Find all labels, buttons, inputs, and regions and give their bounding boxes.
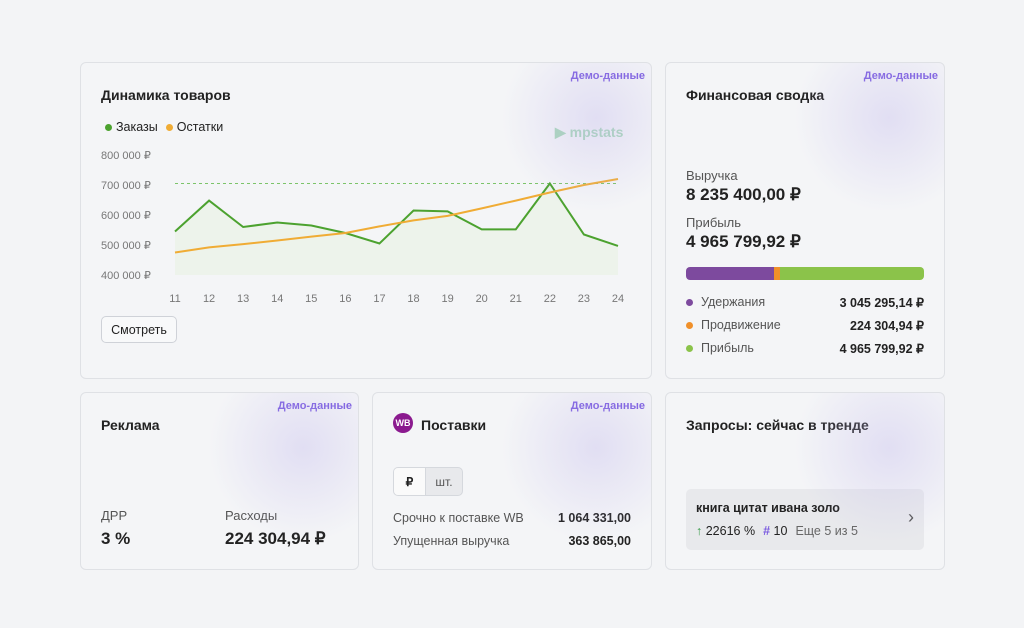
series-line-stock: [174, 178, 619, 254]
demo-badge: Демо-данные: [863, 70, 938, 82]
trend-query-item[interactable]: книга цитат ивана золо ↑ 22616 % # 10 Ещ…: [686, 489, 924, 550]
legend-label: Заказы: [116, 120, 158, 134]
demo-badge: Демо-данные: [570, 400, 645, 412]
query-text: книга цитат ивана золо: [696, 501, 840, 515]
x-tick-label: 18: [407, 293, 419, 305]
x-tick-label: 21: [510, 293, 522, 305]
card-title: Реклама: [101, 417, 160, 433]
drr-label: ДРР: [101, 508, 128, 523]
x-tick-label: 11: [169, 293, 180, 305]
finance-bar: [686, 267, 924, 280]
rank-value: 10: [773, 524, 788, 538]
profit-label: Прибыль: [686, 215, 741, 230]
growth: ↑ 22616 %: [696, 524, 755, 538]
supply-row: Срочно к поставке WB 1 064 331,00: [393, 511, 631, 525]
finance-item: Удержания 3 045 295,14 ₽: [686, 295, 924, 310]
item-label: Прибыль: [701, 341, 754, 355]
row-label: Срочно к поставке WB: [393, 511, 524, 525]
logo-text: mpstats: [569, 124, 624, 140]
x-tick-label: 16: [339, 293, 351, 305]
unit-toggle: ₽ шт.: [393, 467, 463, 496]
rank: # 10: [763, 524, 787, 538]
row-value: 1 064 331,00: [558, 511, 631, 525]
item-label: Удержания: [701, 295, 766, 309]
chart-legend: Заказы Остатки: [105, 120, 223, 134]
finance-item: Продвижение 224 304,94 ₽: [686, 318, 924, 333]
mpstats-logo: ▶ mpstats: [555, 124, 623, 141]
demo-badge: Демо-данные: [277, 400, 352, 412]
x-tick-label: 13: [237, 293, 249, 305]
y-tick-label: 500 000 ₽: [101, 240, 151, 252]
finance-bar-segment: [774, 267, 781, 280]
finance-item-label: Удержания: [686, 295, 765, 310]
bullet-icon: [686, 299, 693, 306]
more-link[interactable]: Еще 5 из 5: [795, 524, 858, 538]
y-tick-label: 400 000 ₽: [101, 270, 151, 282]
x-tick-label: 17: [373, 293, 385, 305]
chevron-right-icon[interactable]: ›: [908, 507, 914, 527]
spend-label: Расходы: [225, 508, 278, 523]
finance-bar-segment: [780, 267, 924, 280]
spend-value: 224 304,94 ₽: [225, 529, 326, 548]
x-tick-label: 23: [578, 293, 590, 305]
x-tick-label: 15: [305, 293, 317, 305]
finance-item-value: 224 304,94 ₽: [850, 319, 924, 333]
y-tick-label: 700 000 ₽: [101, 180, 151, 192]
revenue-label: Выручка: [686, 168, 738, 183]
legend-label: Остатки: [176, 120, 224, 134]
item-label: Продвижение: [701, 318, 781, 332]
finance-item-label: Продвижение: [686, 318, 781, 333]
orders-area: [175, 183, 618, 275]
x-tick-label: 12: [203, 293, 215, 305]
finance-item-value: 4 965 799,92 ₽: [839, 342, 924, 356]
demo-badge: Демо-данные: [570, 70, 645, 82]
drr-value: 3 %: [101, 529, 131, 548]
growth-value: 22616 %: [705, 524, 756, 538]
arrow-up-icon: ↑: [696, 524, 703, 538]
finance-item-label: Прибыль: [686, 341, 754, 356]
toggle-pcs[interactable]: шт.: [435, 474, 453, 489]
goods-chart: 800 000 ₽ 700 000 ₽ 600 000 ₽ 500 000 ₽ 400 …: [101, 150, 624, 305]
card-title: Поставки: [421, 417, 487, 433]
row-value: 363 865,00: [568, 534, 631, 548]
view-button[interactable]: Смотреть: [101, 316, 177, 343]
supply-row: Упущенная выручка 363 865,00: [393, 534, 631, 548]
legend-orders: Заказы: [105, 120, 158, 134]
supplies-card: Демо-данные WB Поставки ₽ шт. Срочно к п…: [372, 392, 652, 570]
y-tick-label: 800 000 ₽: [101, 150, 151, 162]
bullet-icon: [686, 322, 693, 329]
card-title: Финансовая сводка: [686, 87, 825, 103]
x-tick-label: 22: [544, 293, 556, 305]
card-title: Динамика товаров: [101, 87, 231, 103]
card-title: Запросы: сейчас в тренде: [686, 417, 869, 433]
x-tick-label: 20: [476, 293, 488, 305]
x-tick-label: 24: [612, 293, 624, 305]
goods-dynamics-card: Демо-данные Динамика товаров Заказы Оста…: [80, 62, 652, 379]
ads-card: Демо-данные Реклама ДРР 3 % Расходы 224 …: [80, 392, 359, 570]
toggle-rub[interactable]: ₽: [394, 468, 426, 495]
series-line-orders: [174, 181, 619, 247]
legend-stock: Остатки: [165, 120, 224, 134]
x-tick-label: 19: [441, 293, 453, 305]
trends-card: Запросы: сейчас в тренде книга цитат ива…: [665, 392, 945, 570]
finance-item: Прибыль 4 965 799,92 ₽: [686, 341, 924, 356]
x-tick-label: 14: [271, 293, 283, 305]
finance-item-value: 3 045 295,14 ₽: [839, 296, 924, 310]
row-label: Упущенная выручка: [393, 534, 510, 548]
profit-value: 4 965 799,92 ₽: [686, 232, 801, 251]
revenue-value: 8 235 400,00 ₽: [686, 185, 801, 204]
bullet-icon: [686, 345, 693, 352]
wb-badge: WB: [393, 413, 413, 433]
hash-icon: #: [763, 524, 771, 538]
play-icon: ▶: [555, 124, 566, 140]
finance-card: Демо-данные Финансовая сводка Выручка 8 …: [665, 62, 945, 379]
y-tick-label: 600 000 ₽: [101, 210, 151, 222]
finance-bar-segment: [686, 267, 775, 280]
